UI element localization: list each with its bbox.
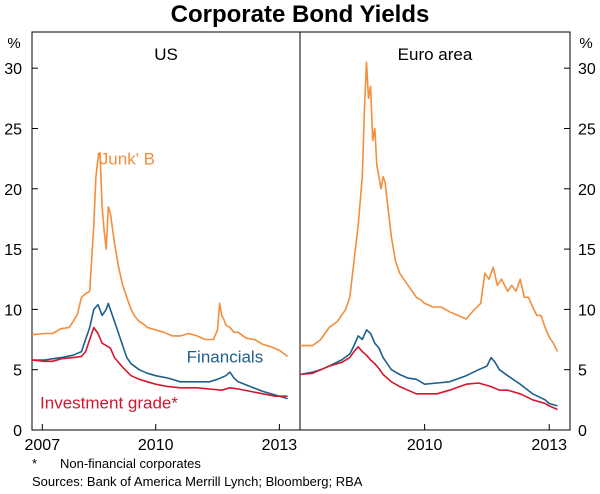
y-tick-label-right: 5 [578,363,587,380]
series-line [31,326,288,398]
series-line [299,329,558,407]
x-tick-label: 2010 [407,437,443,454]
footnote: * Non-financial corporates [32,456,201,471]
x-tick-label: 2007 [25,437,61,454]
y-tick-label-right: 30 [578,61,596,78]
panel-title: Euro area [398,45,473,64]
series-line [299,345,558,411]
series-line [31,151,289,358]
chart-title: Corporate Bond Yields [170,1,430,28]
x-tick-label: 2010 [138,437,174,454]
sources-note: Sources: Bank of America Merrill Lynch; … [32,474,363,489]
y-tick-label-right: 25 [578,121,596,138]
y-tick-label-left: 5 [13,363,22,380]
panel-frame [299,31,571,431]
y-tick-label-left: 10 [4,302,22,319]
y-unit-label-left: % [7,35,20,52]
footnote-mark: * [32,456,38,471]
panel-frame [31,31,301,431]
panel-title: US [154,45,178,64]
y-tick-label-right: 0 [578,423,587,440]
y-tick-label-right: 15 [578,242,596,259]
y-tick-label-left: 0 [13,423,22,440]
series-line [32,302,288,400]
x-tick-label: 2013 [531,437,567,454]
series-label: Investment grade* [40,393,178,412]
series-label: 'Junk' B [97,150,155,169]
y-tick-label-left: 25 [4,121,22,138]
x-tick-label: 2013 [262,437,298,454]
y-unit-label-right: % [579,35,592,52]
series-line [300,61,559,352]
y-tick-label-right: 20 [578,182,596,199]
y-tick-label-right: 10 [578,302,596,319]
y-tick-label-left: 20 [4,182,22,199]
footnote-text: Non-financial corporates [60,456,201,471]
y-tick-label-left: 30 [4,61,22,78]
series-label: Financials [187,347,264,366]
y-tick-label-left: 15 [4,242,22,259]
